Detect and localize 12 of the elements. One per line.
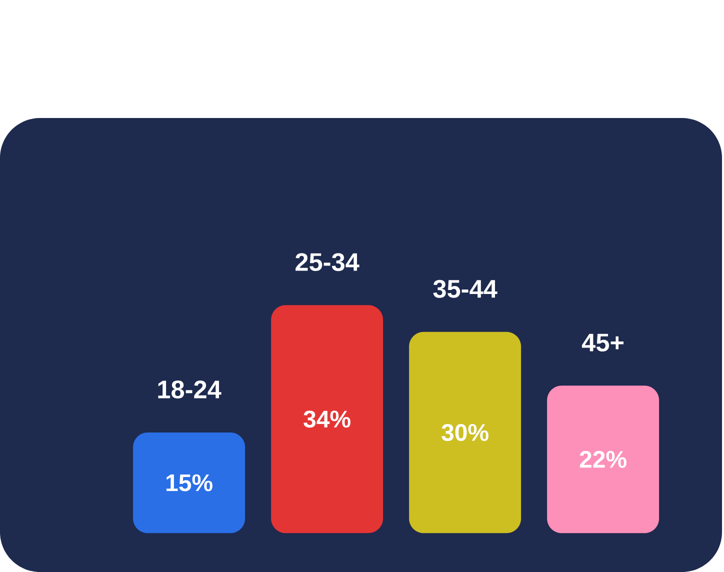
data-label: 22% [580, 450, 626, 468]
bar [409, 332, 522, 534]
data-label: 15% [166, 474, 212, 492]
bar [133, 432, 246, 534]
x-tick-label: 25-34 [296, 253, 360, 272]
x-tick-label: 18-24 [158, 380, 222, 398]
bar [547, 386, 660, 534]
data-label: 30% [442, 424, 488, 442]
data-label: 34% [304, 410, 350, 428]
x-tick-label: 45+ [582, 334, 624, 352]
x-tick-label: 35-44 [433, 280, 498, 298]
bar [271, 305, 384, 534]
